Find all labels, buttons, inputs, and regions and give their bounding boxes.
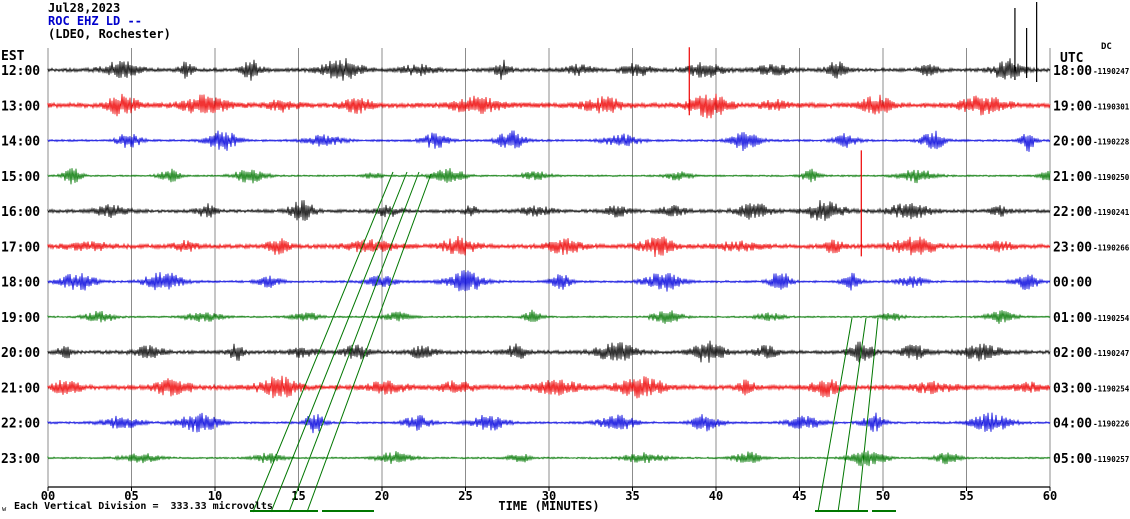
trace-row-13:00	[47, 93, 1051, 119]
x-tick-label: 25	[458, 489, 472, 503]
x-tick-label: 05	[124, 489, 138, 503]
trace-row-16:00	[47, 200, 1051, 221]
row-label-est: 13:00	[1, 99, 40, 114]
x-tick-label: 55	[959, 489, 973, 503]
row-label-est: 17:00	[1, 240, 40, 255]
row-dc-value: -1190250	[1093, 173, 1130, 182]
row-label-est: 12:00	[1, 64, 40, 79]
trace-row-19:00	[47, 309, 1051, 324]
row-dc-value: -1190254	[1093, 314, 1130, 323]
x-tick-label: 00	[41, 489, 55, 503]
row-label-utc: 04:00-1190226	[1053, 417, 1130, 432]
row-dc-value: -1190301	[1093, 102, 1130, 111]
row-label-est: 18:00	[1, 276, 40, 291]
diagonal-marker-line	[857, 317, 879, 513]
trace-row-18:00	[47, 270, 1051, 292]
left-timezone-label: EST	[1, 49, 25, 64]
row-dc-value: -1190257	[1093, 455, 1129, 464]
row-label-utc: 21:00-1190250	[1053, 170, 1130, 185]
row-label-utc: 23:00-1190266	[1053, 240, 1130, 255]
row-label-est: 16:00	[1, 205, 40, 220]
x-tick-label: 60	[1043, 489, 1057, 503]
date-label: Jul28,2023	[48, 1, 121, 15]
right-timezone-label: UTC	[1060, 51, 1084, 66]
row-label-est: 15:00	[1, 170, 40, 185]
x-tick-label: 45	[792, 489, 806, 503]
row-label-utc: 01:00-1190254	[1053, 311, 1130, 326]
row-label-est: 20:00	[1, 346, 40, 361]
trace-row-22:00	[47, 412, 1051, 434]
row-dc-value: -1190254	[1093, 384, 1130, 393]
row-label-utc: 19:00-1190301	[1053, 99, 1130, 114]
x-tick-label: 40	[709, 489, 723, 503]
x-tick-label: 20	[375, 489, 389, 503]
row-label-est: 21:00	[1, 381, 40, 396]
row-dc-value: -1190247	[1093, 349, 1129, 358]
row-dc-value: -1190226	[1093, 420, 1130, 429]
row-label-utc: 05:00-1190257	[1053, 452, 1129, 467]
row-label-utc: 22:00-1190241	[1053, 205, 1130, 220]
row-dc-value: -1190241	[1093, 208, 1130, 217]
diagonal-marker-line	[288, 171, 420, 513]
trace-row-23:00	[47, 450, 1051, 467]
row-dc-value: -1190228	[1093, 138, 1130, 147]
row-label-utc: 03:00-1190254	[1053, 381, 1130, 396]
x-tick-label: 35	[625, 489, 639, 503]
row-dc-value: -1190266	[1093, 243, 1130, 252]
trace-row-15:00	[47, 168, 1051, 185]
row-label-est: 23:00	[1, 452, 40, 467]
location-label: (LDEO, Rochester)	[48, 27, 171, 41]
scale-note: Each Vertical Division = 333.33 microvol…	[14, 501, 273, 512]
x-tick-label: 50	[876, 489, 890, 503]
row-label-utc: 02:00-1190247	[1053, 346, 1129, 361]
dc-column-label: DC	[1101, 42, 1112, 52]
trace-row-20:00	[47, 340, 1051, 363]
diagonal-marker-line	[252, 171, 394, 513]
trace-row-14:00	[47, 130, 1051, 152]
x-tick-label: 30	[542, 489, 556, 503]
station-label: ROC EHZ LD --	[48, 14, 142, 28]
row-label-est: 19:00	[1, 311, 40, 326]
diagonal-marker-line	[306, 173, 432, 513]
row-dc-value: -1190247	[1093, 67, 1129, 76]
x-tick-label: 10	[208, 489, 222, 503]
diagonal-marker-line	[837, 317, 867, 513]
trace-row-17:00	[47, 235, 1051, 258]
row-label-utc: 20:00-1190228	[1053, 135, 1130, 150]
x-axis-title: TIME (MINUTES)	[498, 499, 600, 513]
trace-row-12:00	[47, 58, 1051, 81]
row-label-est: 14:00	[1, 135, 40, 150]
diagonal-marker-line	[270, 171, 408, 513]
trace-row-21:00	[47, 375, 1051, 399]
row-label-utc: 00:00	[1053, 276, 1092, 291]
x-tick-label: 15	[291, 489, 305, 503]
corner-mark: w	[2, 505, 7, 513]
row-label-est: 22:00	[1, 417, 40, 432]
diagonal-marker-line	[817, 317, 853, 513]
row-label-utc: 18:00-1190247	[1053, 64, 1129, 79]
